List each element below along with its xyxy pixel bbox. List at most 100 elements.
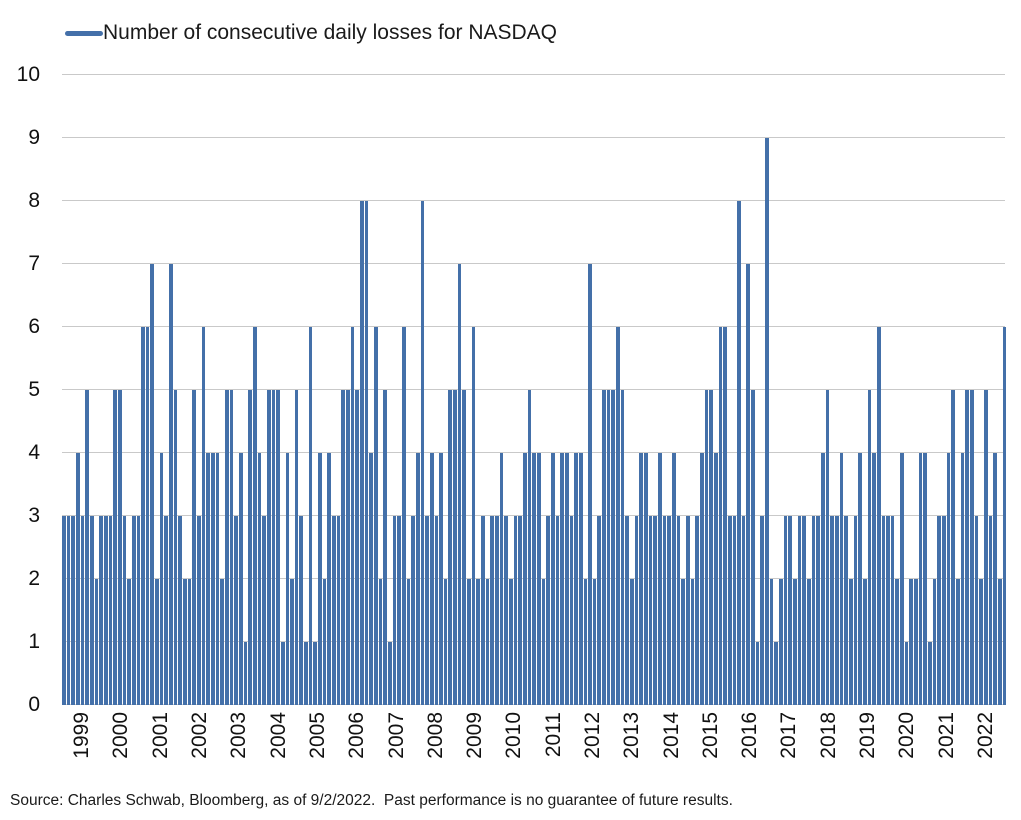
bar (816, 516, 820, 705)
bar (862, 579, 867, 705)
bar (131, 516, 136, 705)
bar (462, 390, 467, 705)
bar (62, 516, 66, 705)
bar (355, 390, 359, 705)
bar (336, 516, 341, 705)
bar (918, 453, 923, 705)
bar-series (62, 75, 1007, 705)
bar (769, 579, 774, 705)
bar (220, 579, 224, 705)
bar (825, 390, 830, 705)
x-tick-label: 2016 (738, 712, 762, 759)
x-axis-labels: 1999 2000 2001 2002 2003 2004 2005 2006 2007 2008… (62, 712, 1005, 759)
gridline (62, 200, 1005, 201)
bar (965, 390, 969, 705)
bar (793, 579, 797, 705)
y-tick-label: 4 (28, 441, 40, 464)
y-tick-label: 3 (28, 504, 40, 527)
bar (224, 390, 229, 705)
x-tick-slot: 2009 (455, 712, 494, 759)
x-tick-slot: 2017 (769, 712, 808, 759)
bar (848, 579, 853, 705)
x-tick-label: 1999 (70, 712, 94, 759)
bar (746, 264, 751, 705)
bar (648, 516, 653, 705)
x-tick-slot: 2005 (298, 712, 337, 759)
y-tick-label: 6 (28, 315, 40, 338)
bar (75, 453, 80, 705)
bar (448, 390, 453, 705)
x-tick-slot: 2010 (494, 712, 533, 759)
bar (895, 579, 900, 705)
x-tick-slot: 2011 (534, 712, 573, 759)
bar (960, 453, 965, 705)
bar (467, 579, 471, 705)
legend-line-marker-icon (65, 30, 103, 36)
bar (262, 516, 266, 705)
bar (420, 201, 425, 705)
bar (332, 516, 336, 705)
bar (797, 516, 802, 705)
x-tick-label: 2002 (188, 712, 212, 759)
bar (308, 327, 313, 705)
bar (653, 516, 657, 705)
bar (66, 516, 71, 705)
bar (313, 642, 318, 705)
x-tick-slot: 2019 (848, 712, 887, 759)
x-tick-label: 2004 (266, 712, 290, 759)
x-tick-slot: 2004 (258, 712, 297, 759)
x-tick-label: 2013 (620, 712, 644, 759)
bar (173, 390, 178, 705)
x-tick-label: 2000 (109, 712, 133, 759)
x-tick-label: 2017 (777, 712, 801, 759)
x-tick-label: 2010 (502, 712, 526, 759)
bar (127, 579, 131, 705)
bar (690, 579, 695, 705)
bar (457, 264, 462, 705)
bar (709, 390, 713, 705)
y-tick-label: 8 (28, 189, 40, 212)
bar (280, 642, 285, 705)
bar (937, 516, 942, 705)
bar (578, 453, 583, 705)
bar (271, 390, 276, 705)
bar (485, 579, 490, 705)
y-axis-labels: 0 1 2 3 4 5 6 7 8 9 10 (0, 64, 40, 716)
bar (495, 516, 499, 705)
x-tick-slot: 2020 (887, 712, 926, 759)
x-tick-label: 2009 (463, 712, 487, 759)
bar (928, 642, 932, 705)
bar (718, 327, 723, 705)
x-tick-label: 2008 (423, 712, 447, 759)
bar (834, 516, 839, 705)
bar (876, 327, 881, 705)
bar (853, 516, 858, 705)
bar (588, 264, 592, 705)
bar (285, 453, 290, 705)
x-tick-slot: 2022 (966, 712, 1005, 759)
bar (80, 516, 85, 705)
bar (290, 579, 294, 705)
bar (671, 453, 676, 705)
bar (499, 453, 504, 705)
bar (737, 201, 741, 705)
x-tick-label: 2022 (973, 712, 997, 759)
bar (341, 390, 346, 705)
bar (932, 579, 937, 705)
bar (481, 516, 485, 705)
bar (476, 579, 481, 705)
bar (211, 453, 215, 705)
bar (141, 327, 145, 705)
bar (867, 390, 872, 705)
x-tick-label: 2012 (581, 712, 604, 759)
bar (522, 453, 527, 705)
y-tick-label: 9 (28, 126, 40, 149)
y-tick-label: 1 (28, 630, 40, 653)
bar (238, 453, 243, 705)
bar (425, 516, 429, 705)
bar (266, 390, 271, 705)
x-tick-slot: 2016 (730, 712, 769, 759)
bar (406, 579, 411, 705)
x-tick-slot: 2012 (573, 712, 612, 759)
